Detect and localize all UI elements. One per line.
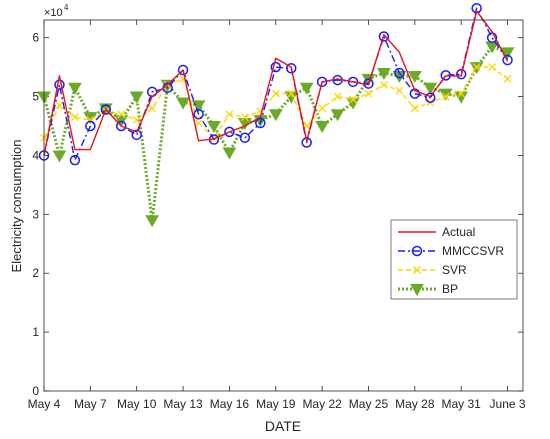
data-point [207, 121, 221, 134]
data-point [224, 126, 235, 138]
data-point [52, 150, 67, 163]
x-tick-label: May 22 [302, 397, 342, 411]
legend-item-bp: BP [398, 282, 458, 297]
data-point [270, 61, 282, 73]
data-point [333, 92, 342, 101]
data-point [117, 110, 126, 119]
legend-marker [410, 284, 424, 297]
data-point [457, 89, 466, 98]
legend-label: BP [442, 282, 458, 296]
data-point [287, 89, 296, 98]
data-point [394, 67, 405, 79]
legend-marker [411, 245, 423, 257]
x-tick-label: May 31 [442, 397, 482, 411]
series-layer [37, 2, 515, 228]
data-point [54, 79, 65, 91]
data-point [70, 113, 79, 122]
y-tick-label: 5 [32, 90, 39, 104]
data-point [410, 104, 419, 113]
y-tick-label: 2 [32, 266, 39, 280]
data-point [271, 89, 280, 98]
y-tick-label: 0 [32, 384, 39, 398]
data-point [239, 132, 251, 144]
data-point [55, 101, 64, 110]
y-axis-ticks: 0 1 2 3 4 5 6 [32, 31, 523, 398]
data-point [177, 64, 189, 76]
data-point [425, 92, 436, 103]
series-actual [43, 10, 509, 156]
data-point [129, 91, 144, 104]
legend-label: MMCCSVR [442, 244, 504, 258]
data-point [315, 121, 329, 134]
data-point [299, 82, 314, 95]
x-tick-label: May 7 [74, 397, 107, 411]
x-axis-label: DATE [265, 418, 301, 434]
x-tick-label: May 10 [117, 397, 157, 411]
data-point [364, 89, 373, 98]
data-point [379, 80, 388, 89]
data-point [268, 109, 283, 122]
data-point [285, 63, 297, 74]
legend: Actual MMCCSVR SVR BP [390, 219, 518, 300]
data-point [349, 95, 357, 104]
data-point [225, 110, 234, 119]
data-point [148, 104, 157, 113]
data-point [240, 113, 249, 122]
y-axis-label: Electricity consumption [9, 140, 24, 273]
series-line [43, 10, 509, 156]
data-point [116, 120, 127, 132]
legend-item-actual: Actual [398, 225, 475, 239]
data-point [441, 92, 450, 101]
axis-exponent-power: 4 [64, 3, 69, 12]
y-tick-label: 4 [32, 148, 39, 162]
legend-marker [413, 266, 421, 274]
data-point [191, 100, 206, 113]
data-point [69, 154, 81, 166]
x-tick-label: May 16 [210, 397, 250, 411]
legend-item-mmccsvr: MMCCSVR [398, 244, 504, 258]
legend-label: SVR [442, 263, 467, 277]
plot-area [44, 20, 523, 391]
axis-exponent: ×10 4 [44, 3, 69, 19]
data-point [176, 97, 190, 110]
x-tick-label: June 3 [490, 397, 526, 411]
data-point [318, 104, 327, 113]
y-tick-label: 1 [32, 325, 39, 339]
data-point [132, 116, 141, 125]
data-point [193, 108, 204, 120]
data-point [100, 104, 112, 115]
axis-exponent-base: ×10 [44, 7, 63, 19]
x-tick-label: May 25 [349, 397, 389, 411]
data-point [423, 82, 438, 95]
data-point [316, 76, 328, 88]
data-point [255, 117, 266, 129]
legend-item-svr: SVR [398, 263, 467, 277]
data-point [222, 147, 237, 160]
x-tick-label: May 28 [395, 397, 435, 411]
data-point [500, 47, 515, 60]
data-point [68, 82, 82, 95]
data-point [488, 63, 497, 72]
data-point [455, 68, 467, 80]
data-point [377, 68, 391, 81]
data-point [472, 63, 481, 72]
data-point [407, 70, 422, 83]
data-point [395, 86, 404, 95]
x-tick-label: May 13 [163, 397, 203, 411]
y-tick-label: 6 [32, 31, 39, 45]
y-tick-label: 3 [32, 207, 39, 221]
data-point [194, 119, 203, 128]
data-point [330, 109, 345, 122]
legend-label: Actual [442, 225, 475, 239]
data-point [378, 31, 390, 42]
plot-frame [43, 19, 524, 392]
data-point [347, 76, 359, 88]
data-point [503, 74, 512, 83]
data-point [85, 120, 96, 132]
data-point [145, 215, 160, 228]
data-point [502, 54, 513, 66]
x-tick-label: May 19 [256, 397, 296, 411]
x-tick-label: May 4 [28, 397, 61, 411]
